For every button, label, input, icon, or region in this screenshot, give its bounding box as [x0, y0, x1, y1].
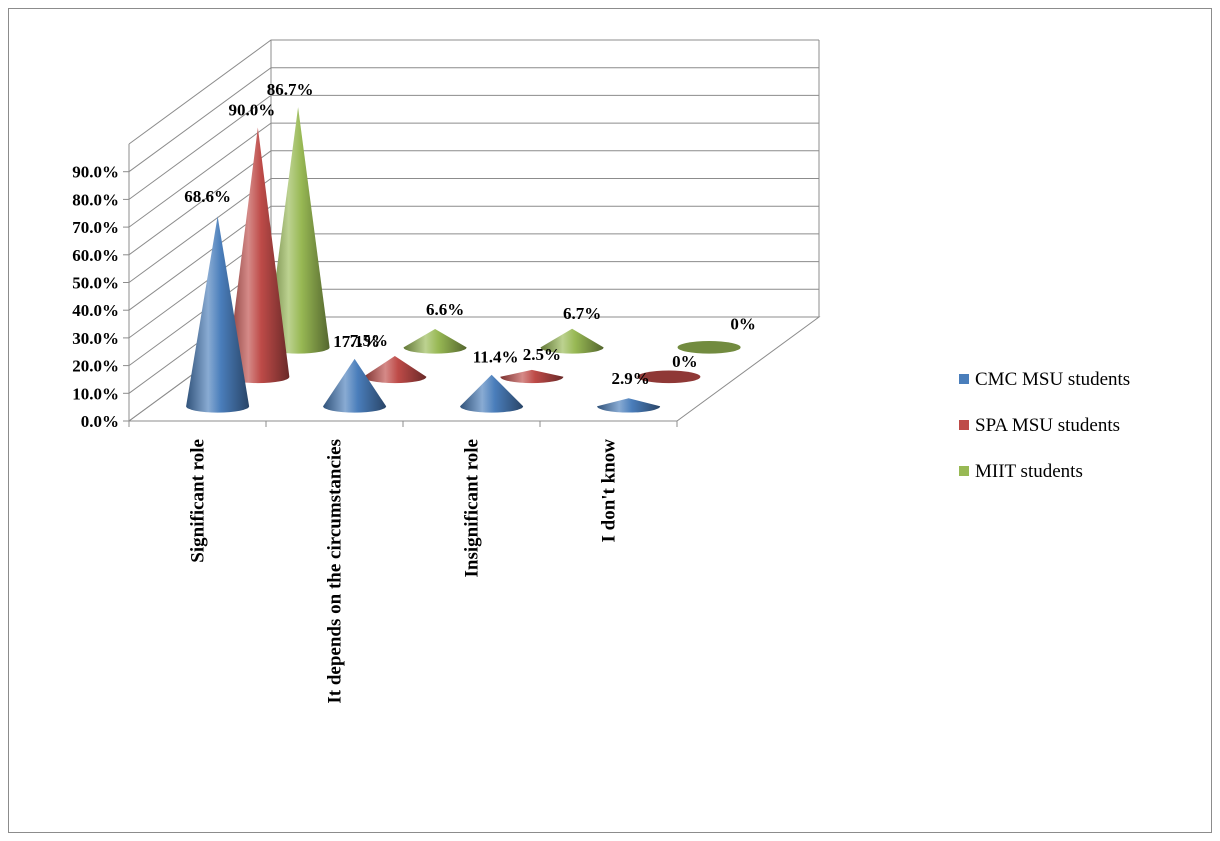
- cone-cmc-msu-students-significant-role: [186, 216, 250, 413]
- data-label: 0%: [730, 314, 756, 333]
- y-tick-label: 50.0%: [72, 274, 119, 293]
- legend-label: MIIT students: [975, 461, 1083, 482]
- y-tick-label: 90.0%: [72, 163, 119, 182]
- category-label: It depends on the circumstancies: [325, 439, 346, 704]
- data-label: 6.7%: [563, 304, 601, 323]
- legend-item-miit-students: MIIT students: [959, 461, 1083, 482]
- x-axis: Significant role It depends on the circum…: [188, 439, 620, 704]
- cone-spa-msu-students-significant-role: [226, 127, 290, 384]
- y-tick-label: 80.0%: [72, 190, 119, 209]
- gridline: [128, 178, 819, 283]
- gridline: [128, 205, 819, 311]
- cone-cmc-msu-students-i-don-t-know: [597, 398, 661, 413]
- data-label: 7.5%: [350, 331, 388, 350]
- cone-cmc-msu-students-it-depends-on-the-circumstancies: [323, 358, 387, 413]
- y-tick-label: 40.0%: [72, 301, 119, 320]
- gridline: [128, 39, 819, 145]
- cone-miit-students-i-don-t-know: [677, 341, 741, 354]
- y-tick-label: 30.0%: [72, 329, 119, 348]
- gridline: [128, 94, 819, 200]
- data-label: 17.1%: [333, 332, 380, 351]
- cone-spa-msu-students-insignificant-role: [500, 369, 564, 384]
- category-label: Insignificant role: [462, 439, 483, 577]
- y-tick-label: 70.0%: [72, 218, 119, 237]
- y-tick-label: 20.0%: [72, 357, 119, 376]
- legend-label: CMC MSU students: [975, 369, 1130, 390]
- legend-swatch: [959, 374, 969, 384]
- data-label: 6.6%: [426, 300, 464, 319]
- data-label: 0%: [672, 352, 698, 371]
- cone-miit-students-significant-role: [266, 107, 330, 354]
- legend-swatch: [959, 466, 969, 476]
- legend-item-spa-msu-students: SPA MSU students: [959, 415, 1120, 436]
- data-label: 11.4%: [473, 348, 519, 367]
- cone-miit-students-insignificant-role: [540, 328, 604, 354]
- data-label: 90.0%: [228, 101, 275, 120]
- cones: [186, 107, 741, 413]
- data-labels: 86.7% 6.6% 6.7% 0% 90.0% 7.5% 2.5% 0% 68.6% 17.1%…: [184, 80, 756, 388]
- cone-miit-students-it-depends-on-the-circumstancies: [403, 329, 467, 354]
- gridline: [128, 67, 819, 173]
- gridline: [128, 150, 819, 256]
- cone-spa-msu-students-i-don-t-know: [637, 370, 701, 384]
- gridline: [128, 122, 819, 228]
- data-label: 2.5%: [523, 345, 561, 364]
- y-tick-label: 10.0%: [72, 384, 119, 403]
- y-tick-label: 0.0%: [81, 412, 119, 431]
- legend-swatch: [959, 420, 969, 430]
- legend-label: SPA MSU students: [975, 415, 1120, 436]
- legend: CMC MSU students SPA MSU students MIIT stu…: [959, 369, 1130, 482]
- cone-cmc-msu-students-insignificant-role: [460, 374, 524, 413]
- data-label: 68.6%: [184, 187, 231, 206]
- legend-item-cmc-msu-students: CMC MSU students: [959, 369, 1130, 390]
- category-label: Significant role: [188, 439, 209, 563]
- y-tick-label: 60.0%: [72, 246, 119, 265]
- chart-frame: 0.0% 10.0% 20.0% 30.0% 40.0% 50.0% 60.0% 70.0% 8…: [8, 8, 1212, 833]
- cone-spa-msu-students-it-depends-on-the-circumstancies: [363, 356, 427, 384]
- cone-chart: 0.0% 10.0% 20.0% 30.0% 40.0% 50.0% 60.0% 70.0% 8…: [72, 39, 1130, 704]
- y-axis: 0.0% 10.0% 20.0% 30.0% 40.0% 50.0% 60.0% 70.0% 8…: [72, 163, 129, 431]
- data-label: 2.9%: [611, 369, 649, 388]
- category-label: I don't know: [599, 439, 620, 543]
- data-label: 86.7%: [267, 80, 314, 99]
